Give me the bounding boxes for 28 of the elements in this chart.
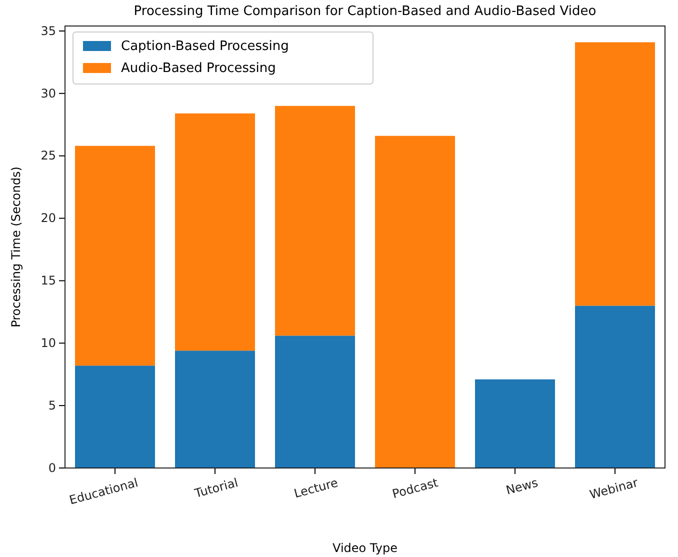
bar <box>175 113 255 351</box>
y-tick-label: 30 <box>40 86 56 100</box>
y-tick-label: 20 <box>40 211 56 226</box>
bar <box>575 42 655 306</box>
chart-title: Processing Time Comparison for Caption-Based and Audio-Based Video <box>134 4 596 19</box>
bar <box>375 136 455 468</box>
y-tick-label: 35 <box>40 24 56 38</box>
y-tick-label: 5 <box>48 398 56 412</box>
bar <box>475 379 555 468</box>
bar <box>75 366 155 468</box>
bar <box>75 146 155 366</box>
x-axis-title: Video Type <box>332 541 398 555</box>
y-axis-title: Processing Time (Seconds) <box>9 166 23 328</box>
bar <box>275 336 355 468</box>
y-tick-label: 10 <box>40 336 56 350</box>
x-tick-label: News <box>504 476 540 498</box>
bar <box>175 350 255 468</box>
y-tick-label: 0 <box>48 460 56 475</box>
bar <box>575 306 655 468</box>
y-tick-label: 25 <box>40 148 56 163</box>
x-tick-label: Podcast <box>390 475 440 502</box>
bar <box>275 106 355 336</box>
legend-label: Audio-Based Processing <box>121 61 276 76</box>
y-tick-label: 15 <box>40 274 56 288</box>
x-tick-label: Lecture <box>292 476 340 501</box>
x-tick-label: Webinar <box>588 476 640 502</box>
x-tick-label: Tutorial <box>192 476 240 501</box>
legend-label: Caption-Based Processing <box>121 39 289 54</box>
